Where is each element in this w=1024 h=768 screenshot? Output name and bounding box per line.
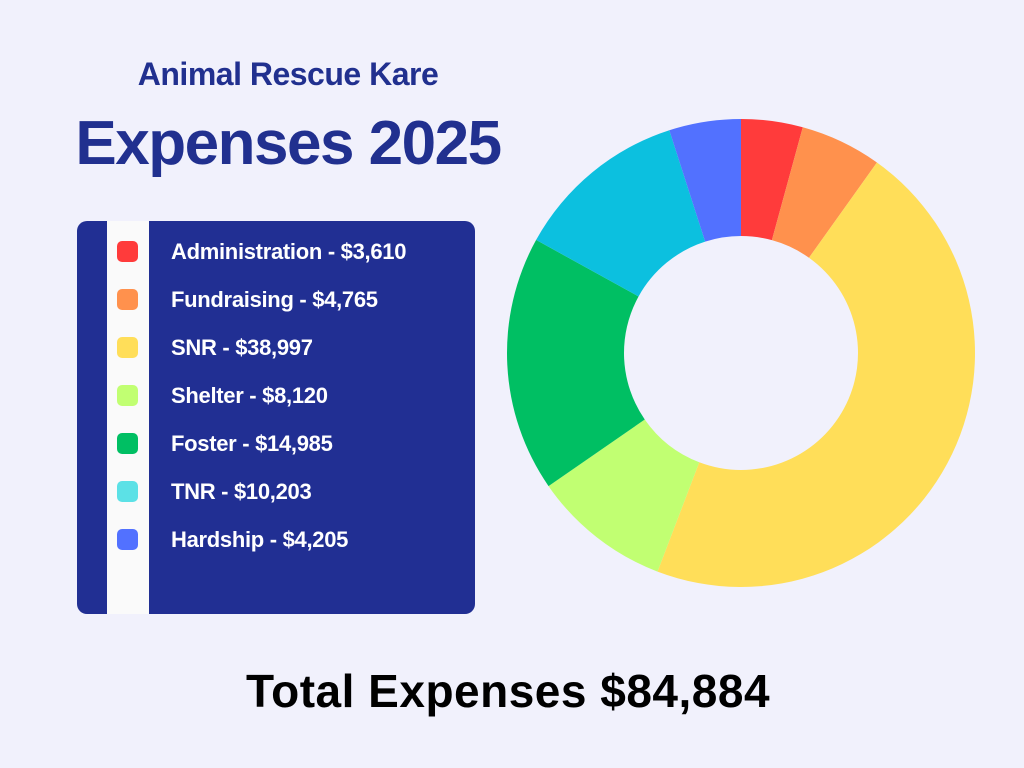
legend-swatch [117,529,138,550]
legend-item-administration: Administration - $3,610 [77,225,475,273]
legend-label: Shelter - $8,120 [171,383,328,408]
legend-swatch [117,241,138,262]
legend-item-snr: SNR - $38,997 [77,321,475,369]
legend-item-tnr: TNR - $10,203 [77,465,475,513]
donut-slice-tnr [536,130,706,297]
donut-slices [507,119,976,587]
legend-swatch [117,289,138,310]
legend-label: SNR - $38,997 [171,335,313,360]
legend-label: Hardship - $4,205 [171,527,349,552]
legend-label: TNR - $10,203 [171,479,312,504]
donut-slice-administration [741,119,803,241]
donut-slice-hardship [669,119,741,242]
legend-swatch [117,337,138,358]
donut-slice-foster [507,239,645,487]
donut-slice-shelter [548,419,700,572]
legend-swatch [117,481,138,502]
legend-swatch [117,385,138,406]
legend-swatch [117,433,138,454]
legend-label: Fundraising - $4,765 [171,287,378,312]
donut-slice-snr [657,162,976,587]
legend-item-shelter: Shelter - $8,120 [77,369,475,417]
donut-slice-fundraising [771,127,877,258]
legend-item-foster: Foster - $14,985 [77,417,475,465]
legend-list: Administration - $3,610 Fundraising - $4,… [77,221,475,614]
total-expenses-label: Total Expenses $84,884 [245,665,771,717]
donut-chart [507,119,976,587]
chart-legend: Administration - $3,610 Fundraising - $4,… [77,221,475,614]
organization-name: Animal Rescue Kare [137,56,439,92]
legend-label: Foster - $14,985 [171,431,333,456]
legend-item-fundraising: Fundraising - $4,765 [77,273,475,321]
legend-item-hardship: Hardship - $4,205 [77,513,475,561]
page-title: Expenses 2025 [75,109,502,178]
legend-label: Administration - $3,610 [171,239,407,264]
